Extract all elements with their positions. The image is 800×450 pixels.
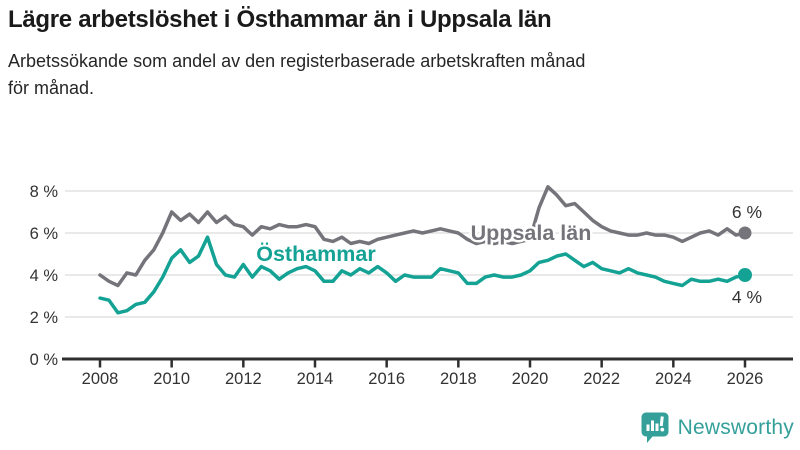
subtitle-line-1: Arbetssökande som andel av den registerb…: [8, 51, 586, 71]
chart-header: Lägre arbetslöshet i Östhammar än i Upps…: [8, 6, 792, 102]
bar-chart-speech-bubble-icon: [641, 412, 669, 443]
series-line-uppsala-lan: [98, 185, 747, 288]
x-tick-label: 2020: [512, 370, 549, 388]
series-label-osthammar: Östhammar: [256, 241, 376, 266]
x-tick-label: 2012: [225, 370, 262, 388]
series-end-label-uppsala-lan: 6 %: [732, 202, 762, 222]
series-end-dot-uppsala-lan: [738, 226, 752, 240]
y-tick-label: 8 %: [30, 183, 59, 201]
branding: Newsworthy: [640, 411, 794, 444]
x-tick-label: 2010: [153, 370, 190, 388]
y-tick-label: 0 %: [30, 351, 59, 369]
series-end-label-osthammar: 4 %: [732, 287, 762, 307]
series-end-dot-osthammar: [738, 268, 752, 282]
series-label-uppsala-lan: Uppsala län: [471, 221, 592, 245]
y-tick-label: 2 %: [30, 309, 59, 327]
x-tick-label: 2022: [583, 370, 620, 388]
y-tick-label: 4 %: [30, 267, 59, 285]
brand-wordmark: Newsworthy: [677, 415, 794, 439]
x-tick-label: 2016: [368, 370, 405, 388]
y-tick-label: 6 %: [30, 225, 59, 243]
x-tick-label: 2018: [440, 370, 477, 388]
series-line-osthammar: [98, 235, 747, 315]
x-tick-label: 2008: [82, 370, 119, 388]
x-tick-label: 2014: [297, 370, 334, 388]
x-tick-label: 2024: [655, 370, 692, 388]
x-tick-label: 2026: [727, 370, 764, 388]
page-title: Lägre arbetslöshet i Östhammar än i Upps…: [8, 6, 552, 33]
subtitle-line-2: för månad.: [8, 78, 95, 98]
chart-subtitle: Arbetssökande som andel av den registerb…: [8, 48, 792, 102]
